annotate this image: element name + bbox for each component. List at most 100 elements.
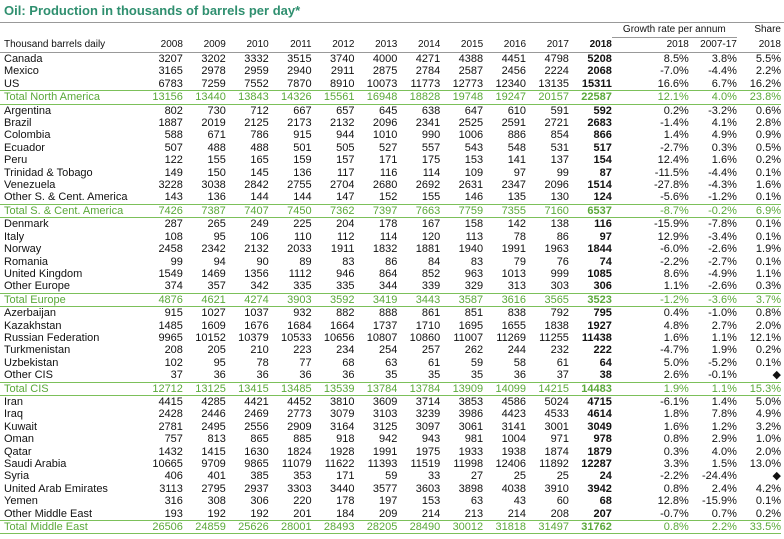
cell: 2631 [458,179,484,192]
cell: 1010 [372,129,398,142]
cell: 2591 [501,117,527,130]
cell: 63 [385,356,398,369]
year-header: 2011 [268,37,312,53]
cell: 60 [556,495,569,508]
cell: -4.9% [708,267,737,280]
cell: 11007 [453,331,484,344]
cell: 142 [507,218,527,231]
cell: 610 [507,104,527,117]
cell: 83 [470,255,484,268]
cell: 1514 [587,179,612,192]
cell: 730 [207,104,226,117]
cell: 1975 [415,445,441,458]
cell: 3740 [330,53,355,65]
cell: 4798 [544,53,569,65]
data-row: Colombia 588 671 786 915 944 1010 990 1006 886 854… [0,129,781,141]
cell: 36 [513,369,527,382]
row-label: Brazil [4,117,32,130]
cell: 0.8% [663,433,689,446]
cell: 7450 [268,203,312,219]
cell: 5.0% [663,356,689,369]
cell: 8.5% [663,53,689,65]
cell: -4.3% [708,179,737,192]
cell: 647 [464,104,484,117]
year-header: 2009 [182,37,226,53]
row-label: Total Middle East [0,520,141,535]
cell: 1.9% [755,243,781,256]
cell: 153 [421,495,441,508]
cell: 76 [556,255,569,268]
cell: 157 [336,154,355,167]
data-row: Yemen 316 308 306 220 178 197 153 63 43 60 68 12.8% -… [0,495,781,507]
cell: 638 [421,104,441,117]
cell: -4.7% [660,344,689,357]
cell: 335 [336,280,355,293]
growth-column-header: 2007-17 [688,37,737,53]
cell: 13156 [140,90,183,105]
cell: 117 [336,166,355,179]
cell: 86 [556,230,569,243]
cell: 1.5% [711,458,737,470]
cell: 68 [342,356,355,369]
cell: 113 [465,230,484,243]
cell: 2096 [372,117,398,130]
cell: 3587 [440,292,484,308]
cell: 2556 [244,420,269,433]
cell: 7759 [440,203,484,219]
cell: 234 [336,344,355,357]
cell: 6783 [158,77,183,90]
cell: 7663 [397,203,441,219]
cell: ◆ [772,369,781,382]
row-label: Colombia [4,129,51,142]
cell: 2.8% [755,117,781,130]
cell: 543 [464,141,484,154]
cell: 802 [164,104,183,117]
cell: 89 [299,255,312,268]
cell: 2068 [587,65,612,78]
cell: 1004 [501,433,527,446]
cell: 116 [379,166,398,179]
cell: 110 [294,230,312,243]
cell: 145 [250,166,269,179]
cell: 86 [385,255,398,268]
cell: 78 [513,230,527,243]
cell: 20157 [526,90,569,105]
data-row: United Arab Emirates 3113 2795 2937 3303 3440… [0,483,781,495]
cell: 915 [293,129,312,142]
cell: 8910 [330,77,355,90]
cell: 155 [207,154,226,167]
cell: 18828 [397,90,441,105]
total-row: Total CIS 12712 13125 13415 13485 13539 13784 1… [0,381,781,396]
cell: -15.9% [653,218,689,231]
cell: 11255 [539,331,569,344]
cell: 197 [379,495,398,508]
cell: 108 [164,230,183,243]
cell: -6.1% [660,395,689,408]
cell: 3164 [330,420,355,433]
cell: 557 [421,141,441,154]
cell: 852 [421,267,441,280]
cell: 122 [164,154,183,167]
cell: 2909 [287,420,312,433]
row-label: United Kingdom [4,267,83,280]
cell: 0.2% [663,104,689,117]
cell: 16.6% [657,77,689,90]
cell: 548 [507,141,527,154]
cell: 2692 [415,179,441,192]
cell: 971 [550,433,569,446]
cell: 120 [421,230,441,243]
cell: 6.9% [736,203,781,219]
row-label: Norway [4,243,42,256]
cell: 262 [464,344,484,357]
cell: 11892 [539,458,569,470]
cell: 94 [213,255,226,268]
cell: 1.1% [711,331,737,344]
cell: 3239 [415,408,441,421]
cell: 4621 [182,292,226,308]
cell: 757 [164,433,183,446]
cell: 210 [250,344,269,357]
data-row: US 6783 7259 7552 7870 8910 10073 11773 12773 123… [0,78,781,91]
cell: 1887 [158,117,183,130]
cell: 0.4% [663,307,689,320]
